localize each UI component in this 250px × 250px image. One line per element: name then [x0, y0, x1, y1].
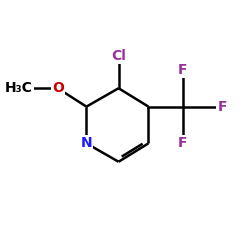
Text: F: F	[217, 100, 227, 114]
Text: H: H	[18, 81, 30, 95]
Text: F: F	[178, 63, 188, 77]
Text: O: O	[52, 81, 64, 95]
Text: F: F	[178, 136, 188, 150]
Text: H₃C: H₃C	[4, 81, 32, 95]
Text: Cl: Cl	[111, 49, 126, 63]
Text: N: N	[80, 136, 92, 150]
